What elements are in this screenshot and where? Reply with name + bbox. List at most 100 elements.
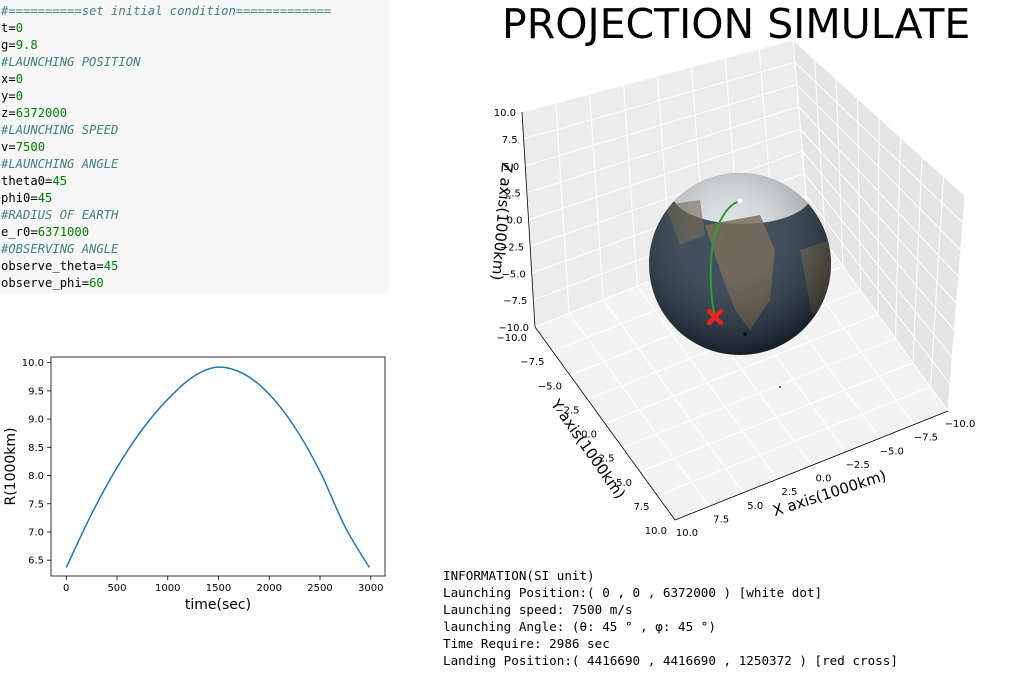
variable-name: theta0= [1,174,53,188]
z-tick-label: −7.5 [503,296,527,307]
x-tick-label: −2.5 [845,460,869,471]
plot-frame [50,356,386,577]
code-assignment: t=0 [1,20,23,37]
y-tick-label: 2.5 [599,454,615,465]
variable-name: x= [1,72,16,86]
x-tick-label: 0 [63,583,69,594]
y-tick-label: 7.0 [28,527,44,538]
z-tick-label: 7.5 [502,135,518,146]
variable-name: g= [1,38,16,52]
y-tick-label: 9.5 [28,386,44,397]
info-line: Time Require: 2986 sec [443,636,610,651]
y-tick-label: 6.5 [28,556,44,567]
variable-value: 0 [15,21,24,35]
z-tick-label: −10.0 [498,323,529,334]
radius-series-line [65,366,371,568]
code-assignment: phi0=45 [1,190,52,207]
y-tick-label: 7.5 [28,499,44,510]
variable-value: 7500 [15,140,46,154]
y-tick-label: −5.0 [538,381,562,392]
y-tick-label: 7.5 [634,502,650,513]
grid-line [639,362,914,473]
variable-name: observe_phi= [1,276,90,290]
code-comment: #LAUNCHING POSITION [1,55,141,69]
code-comment: #==========set initial condition========… [1,4,332,18]
info-line: Landing Position:( 4416690 , 4416690 , 1… [443,653,898,668]
variable-value: 9.8 [15,38,38,52]
code-assignment: e_r0=6371000 [1,224,89,241]
z-tick-label: 10.0 [494,108,516,119]
x-tick-label: 2.5 [781,487,797,498]
info-line: INFORMATION(SI unit) [443,568,595,583]
x-tick-label: 5.0 [747,501,763,512]
variable-name: observe_theta= [1,259,104,273]
x-tick-label: 1500 [206,583,231,594]
z-tick-label: 5.0 [503,162,519,173]
x-tick-label: 7.5 [713,514,729,525]
info-line: Launching speed: 7500 m/s [443,602,633,617]
variable-name: y= [1,89,16,103]
z-axis-line [521,111,536,328]
code-assignment: g=9.8 [1,37,38,54]
earth-shading [649,173,831,355]
y-tick-label: 10.0 [22,358,44,369]
x-tick-label: −7.5 [914,433,938,444]
variable-name: v= [1,140,16,154]
trajectory-line [709,200,741,317]
variable-value: 0 [15,89,24,103]
variable-value: 60 [89,276,104,290]
floor-dot [779,386,781,388]
x-tick-label: −10.0 [945,419,976,430]
y-tick-label: 8.0 [28,471,44,482]
y-axis-line [534,326,676,521]
x-axis-line [674,410,949,521]
code-assignment: x=0 [1,71,23,88]
variable-value: 6372000 [15,106,68,120]
code-assignment: theta0=45 [1,173,67,190]
code-comment: #RADIUS OF EARTH [1,208,119,222]
z-tick-label: 2.5 [505,189,521,200]
x-tick-label: 0.0 [816,474,832,485]
y-tick-label: 10.0 [645,526,667,537]
variable-value: 0 [15,72,24,86]
x-axis-label: time(sec) [185,597,251,613]
code-assignment: observe_theta=45 [1,258,118,275]
radius-vs-time-chart: 0 500 1000 1500 2000 2500 3000 6.5 7.0 7.5 8.0 8.5 9… [3,356,386,613]
page-title: PROJECTION SIMULATE [502,0,971,48]
y-tick-label: −10.0 [496,333,527,344]
code-comment: #OBSERVING ANGLE [1,242,119,256]
y-tick-label: 5.0 [616,478,632,489]
variable-value: 45 [37,191,53,205]
x-tick-label: 2500 [307,583,332,594]
grid-line [895,137,901,339]
grid-line [792,39,809,219]
grid-line [912,156,923,363]
variable-value: 45 [52,174,68,188]
grid-line [622,338,896,449]
z-tick-label: 0.0 [507,216,523,227]
variable-value: 45 [103,259,119,273]
origin-dot [743,332,747,336]
z-axis-label: Z axis(1000km) [488,162,516,281]
x-tick-label: 500 [107,583,126,594]
y-axis-label: R(1000km) [3,427,19,505]
grid-line [807,217,949,412]
launch-point-marker [737,198,743,204]
variable-name: e_r0= [1,225,38,239]
y-tick-label: −7.5 [520,357,544,368]
code-cell[interactable]: #==========set initial condition========… [0,0,389,293]
info-line: launching Angle: (θ: 45 ° , φ: 45 °) [443,619,716,634]
code-assignment: y=0 [1,88,23,105]
code-assignment: observe_phi=60 [1,275,104,292]
grid-line [657,386,931,497]
x-tick-label: 3000 [358,583,383,594]
information-panel: INFORMATION(SI unit) Launching Position:(… [443,567,898,669]
projection-3d-plot: −10.0−10.0−10.0−7.5−7.5−7.5−5.0−5.0−5.0−… [488,38,976,539]
y-tick-label: −2.5 [555,405,579,416]
grid-line [947,195,966,412]
code-comment: #LAUNCHING ANGLE [1,157,119,171]
variable-name: phi0= [1,191,38,205]
grid-line [930,176,944,387]
x-tick-label: 2000 [257,583,282,594]
x-tick-label: −5.0 [880,446,904,457]
